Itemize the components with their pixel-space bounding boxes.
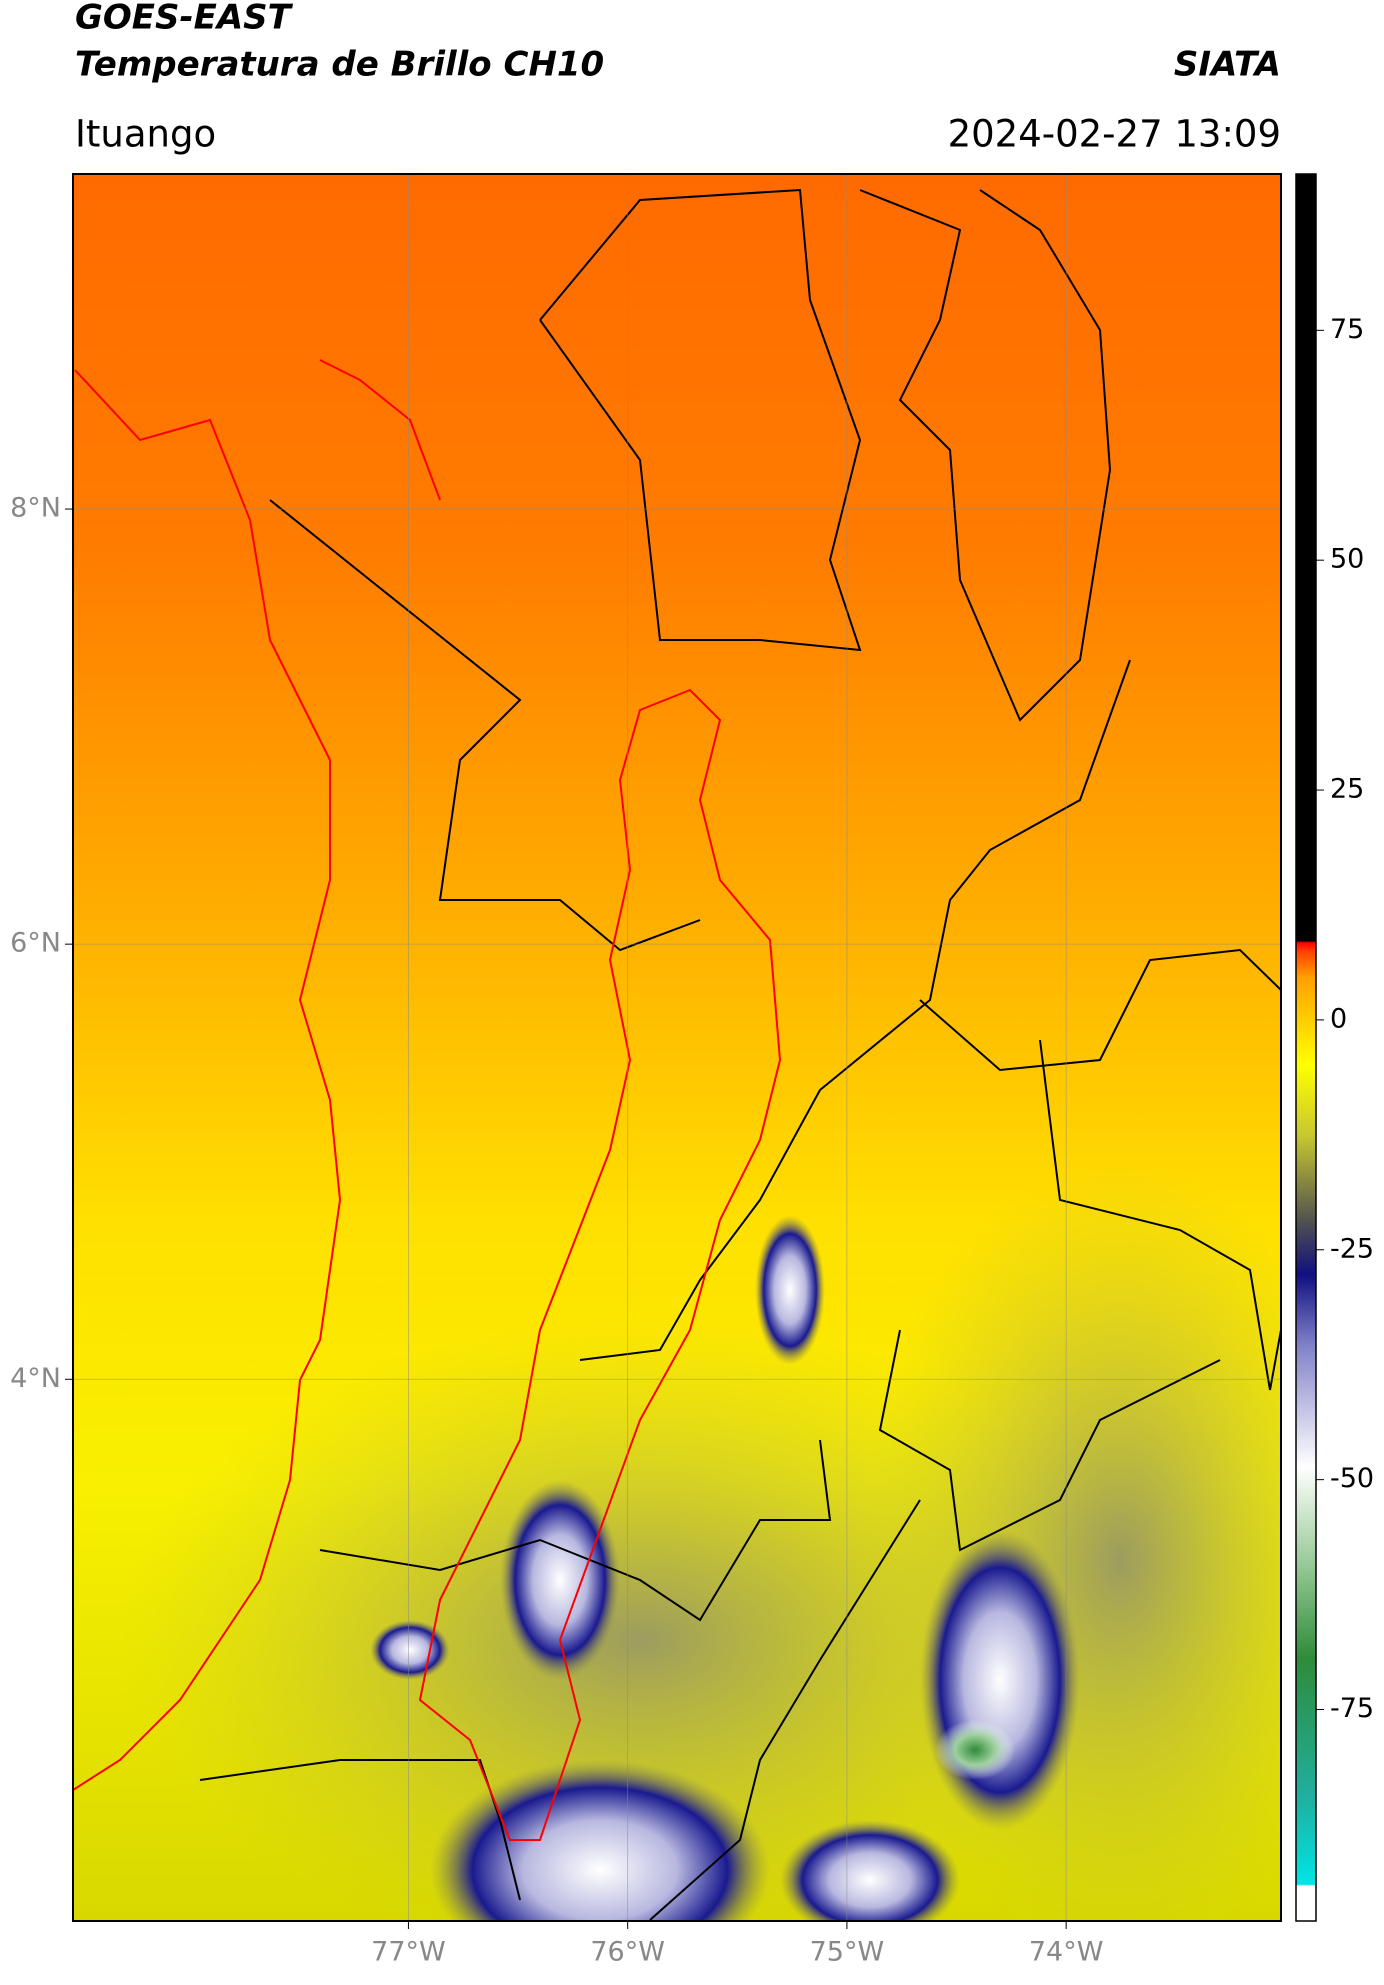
lat-tick-label: 6°N bbox=[10, 928, 61, 959]
datetime: 2024-02-27 13:09 bbox=[948, 113, 1281, 156]
cloud bbox=[920, 1530, 1080, 1830]
lat-tick-label: 4°N bbox=[10, 1363, 61, 1394]
colorbar-tick-label: 0 bbox=[1330, 1003, 1347, 1034]
colorbar bbox=[1295, 173, 1317, 1922]
colorbar-tick-label: -50 bbox=[1330, 1463, 1374, 1494]
cold-core bbox=[935, 1720, 1015, 1780]
satellite-title: GOES-EAST bbox=[75, 0, 294, 38]
cloud bbox=[755, 1215, 825, 1365]
cloud bbox=[370, 1620, 450, 1680]
lon-tick-label: 77°W bbox=[371, 1937, 446, 1968]
map-frame bbox=[72, 173, 1282, 1922]
colorbar-tick-label: 75 bbox=[1330, 314, 1364, 345]
lon-tick-label: 74°W bbox=[1029, 1937, 1104, 1968]
cloud bbox=[780, 1820, 960, 1921]
agency: SIATA bbox=[1174, 45, 1281, 85]
basin-and-coast bbox=[73, 359, 782, 1841]
colorbar-tick-label: -25 bbox=[1330, 1233, 1374, 1264]
colorbar-tick-label: 50 bbox=[1330, 544, 1364, 575]
product-title: Temperatura de Brillo CH10 bbox=[75, 45, 604, 85]
region: Ituango bbox=[75, 113, 216, 156]
map bbox=[73, 174, 1281, 1921]
cloud bbox=[500, 1480, 620, 1680]
graticule bbox=[73, 174, 1281, 1921]
boundaries bbox=[199, 188, 1281, 1921]
colorbar-tick-label: 25 bbox=[1330, 774, 1364, 805]
colorbar-tick-label: -75 bbox=[1330, 1693, 1374, 1724]
lat-tick-label: 8°N bbox=[10, 493, 61, 524]
lon-tick-label: 76°W bbox=[590, 1937, 665, 1968]
lon-tick-label: 75°W bbox=[810, 1937, 885, 1968]
